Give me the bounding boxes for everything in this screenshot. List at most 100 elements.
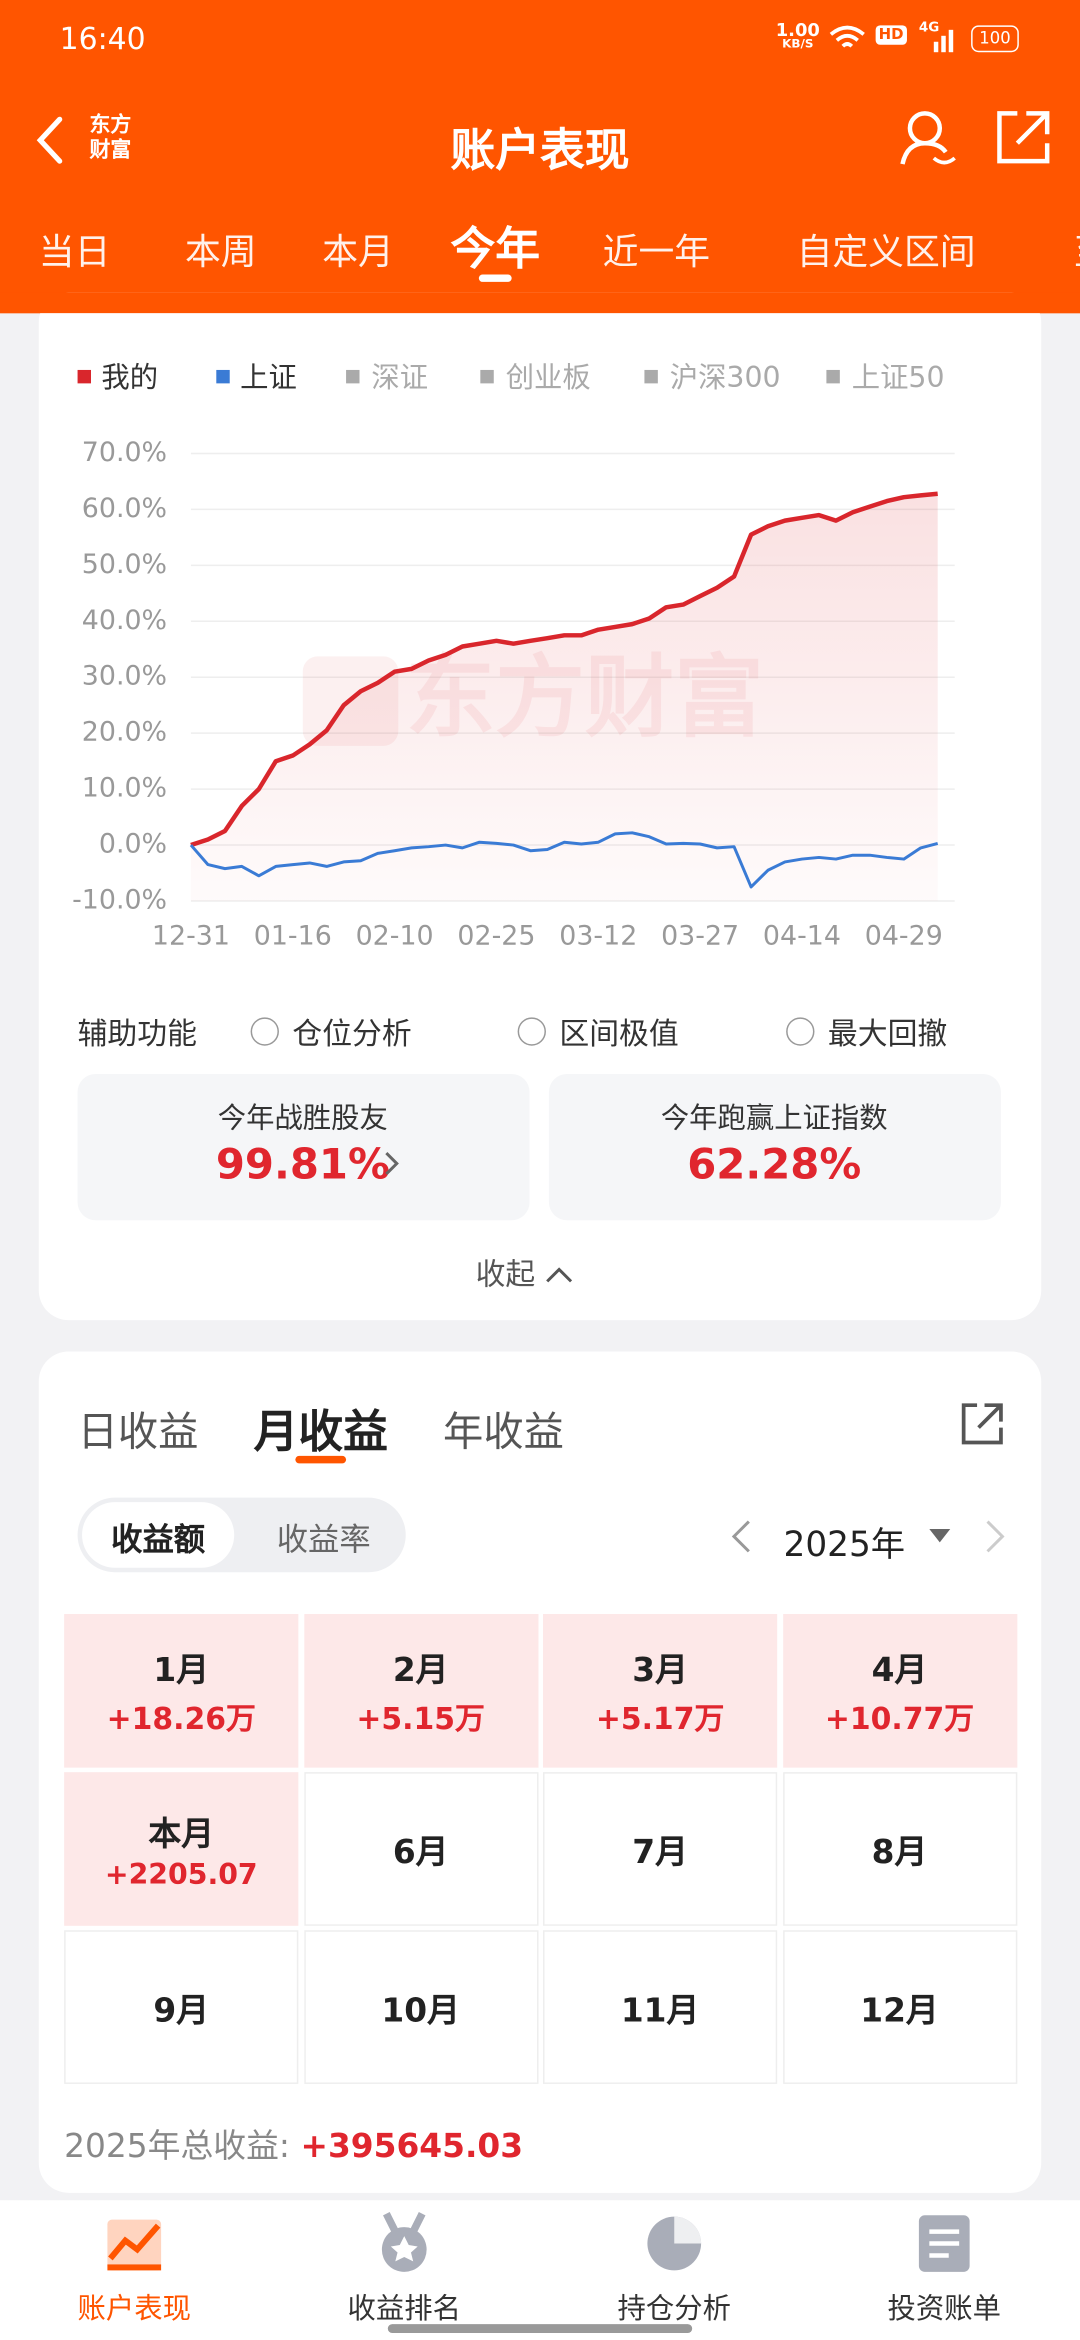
legend-swatch bbox=[216, 369, 230, 384]
y-tick-label: 70.0% bbox=[82, 437, 167, 468]
home-indicator bbox=[387, 2324, 693, 2334]
caret-up bbox=[546, 1267, 573, 1283]
nav-icon-holdings bbox=[647, 2216, 702, 2271]
aux-option[interactable]: 最大回撤 bbox=[786, 1010, 947, 1053]
logo-top: 东方 bbox=[89, 113, 132, 138]
nav-label[interactable]: 收益排名 bbox=[347, 2292, 461, 2326]
logo: 东方 财富 bbox=[90, 113, 132, 164]
back-button[interactable] bbox=[33, 116, 69, 164]
month-value: +2205.07 bbox=[104, 1857, 258, 1891]
month-cell[interactable]: 12月 bbox=[782, 1930, 1017, 2084]
month-cell[interactable]: 11月 bbox=[542, 1930, 778, 2084]
legend-swatch-inactive bbox=[826, 369, 840, 384]
x-tick-label: 02-10 bbox=[356, 920, 434, 951]
net-speed-value: 1.00 bbox=[775, 19, 820, 41]
total: 2025年总收益: +395645.03 bbox=[64, 2120, 523, 2168]
month-cell[interactable]: 3月 +5.17万 bbox=[542, 1614, 778, 1768]
area-fill bbox=[190, 493, 938, 901]
legend-swatch-inactive bbox=[346, 369, 360, 384]
nav-label[interactable]: 投资账单 bbox=[887, 2292, 1001, 2326]
returns-tab[interactable]: 月收益 bbox=[253, 1406, 388, 1459]
x-tick-label: 01-16 bbox=[254, 920, 332, 951]
returns-tab[interactable]: 年收益 bbox=[443, 1409, 564, 1456]
period-tab[interactable]: 本周 bbox=[184, 231, 257, 273]
month-cell[interactable]: 7月 bbox=[542, 1772, 778, 1926]
chevron-icon bbox=[385, 1152, 399, 1176]
nav-label[interactable]: 持仓分析 bbox=[617, 2292, 731, 2326]
returns-tab[interactable]: 日收益 bbox=[77, 1409, 199, 1456]
month-label: 7月 bbox=[632, 1834, 688, 1872]
year-dropdown[interactable] bbox=[928, 1528, 952, 1546]
period-tab[interactable]: 本月 bbox=[322, 231, 394, 273]
month-cell[interactable]: 2月 +5.15万 bbox=[303, 1614, 538, 1768]
time: 16:40 bbox=[59, 20, 146, 57]
nav-icon-bills bbox=[918, 2215, 970, 2272]
legend-label-inactive: 沪深300 bbox=[670, 361, 781, 394]
period-tab[interactable]: 当日 bbox=[38, 231, 111, 273]
stat-label: 今年跑赢上证指数 bbox=[660, 1102, 888, 1136]
month-cell[interactable]: 10月 bbox=[303, 1930, 538, 2084]
nav-label[interactable]: 账户表现 bbox=[77, 2292, 191, 2326]
header-bg bbox=[0, 0, 1080, 314]
profile-icon[interactable] bbox=[898, 107, 958, 170]
aux-option-label: 最大回撤 bbox=[827, 1015, 948, 1052]
month-cell[interactable]: 4月 +10.77万 bbox=[782, 1614, 1017, 1768]
month-label: 4月 bbox=[871, 1652, 928, 1691]
y-tick-label: 20.0% bbox=[82, 717, 167, 748]
stat-value[interactable]: 99.81% bbox=[215, 1139, 390, 1189]
aux-option[interactable]: 仓位分析 bbox=[250, 1010, 412, 1053]
month-cell[interactable]: 1月 +18.26万 bbox=[64, 1614, 299, 1768]
period-tab[interactable]: 至 bbox=[1074, 222, 1080, 274]
period-tab[interactable]: 自定义区间 bbox=[796, 231, 976, 273]
month-label: 8月 bbox=[871, 1834, 928, 1872]
period-tab[interactable]: 今年 bbox=[450, 223, 541, 276]
bottom-nav bbox=[0, 2200, 1080, 2340]
returns-share-icon[interactable] bbox=[959, 1399, 1007, 1447]
wifi-icon bbox=[829, 25, 865, 48]
month-cell[interactable]: 6月 bbox=[303, 1772, 538, 1926]
series-line bbox=[189, 831, 939, 889]
month-cell[interactable]: 本月 +2205.07 bbox=[64, 1772, 299, 1926]
stat-card bbox=[77, 1074, 530, 1221]
x-tick-label: 02-25 bbox=[457, 920, 535, 951]
toggle-option[interactable]: 收益额 bbox=[111, 1521, 206, 1558]
net-speed-unit: KB/S bbox=[782, 37, 814, 51]
network-type: 4G bbox=[918, 20, 940, 36]
radio[interactable] bbox=[786, 1017, 815, 1046]
period-tab[interactable]: 近一年 bbox=[602, 231, 711, 273]
radio[interactable] bbox=[517, 1017, 546, 1046]
aux-option[interactable]: 区间极值 bbox=[517, 1010, 679, 1053]
toggle-option[interactable]: 收益率 bbox=[276, 1521, 371, 1558]
month-label: 3月 bbox=[632, 1652, 688, 1691]
month-label: 2月 bbox=[392, 1652, 449, 1691]
next-year[interactable] bbox=[982, 1519, 1009, 1555]
stat-value: 62.28% bbox=[687, 1139, 862, 1189]
legend-label: 上证 bbox=[240, 361, 297, 394]
aux-label: 辅助功能 bbox=[77, 1015, 197, 1052]
month-value: +10.77万 bbox=[824, 1700, 975, 1737]
signal-icon bbox=[933, 29, 954, 53]
month-label: 11月 bbox=[620, 1992, 700, 2030]
prev-year[interactable] bbox=[728, 1519, 755, 1555]
x-tick-label: 04-29 bbox=[865, 920, 943, 951]
month-cell[interactable]: 9月 bbox=[64, 1930, 299, 2084]
month-label: 10月 bbox=[381, 1992, 460, 2030]
collapse-label: 收起 bbox=[475, 1256, 536, 1292]
collapse-button[interactable]: 收起 bbox=[476, 1250, 575, 1293]
share-icon[interactable] bbox=[993, 107, 1053, 167]
radio[interactable] bbox=[250, 1017, 279, 1046]
net-speed: 1.00 KB/S bbox=[775, 19, 820, 52]
header-edge bbox=[0, 292, 1080, 314]
stat-label: 今年战胜股友 bbox=[217, 1102, 388, 1136]
x-tick-label: 03-27 bbox=[661, 920, 739, 951]
aux-option-label: 仓位分析 bbox=[292, 1015, 412, 1052]
hd-badge: HD bbox=[875, 25, 907, 45]
month-cell[interactable]: 8月 bbox=[782, 1772, 1017, 1926]
x-tick-label: 03-12 bbox=[559, 920, 637, 951]
aux-option-label: 区间极值 bbox=[559, 1015, 679, 1052]
nav-icon-ranking bbox=[381, 2212, 427, 2272]
x-tick-label: 04-14 bbox=[763, 920, 841, 951]
month-value: +18.26万 bbox=[106, 1700, 256, 1737]
